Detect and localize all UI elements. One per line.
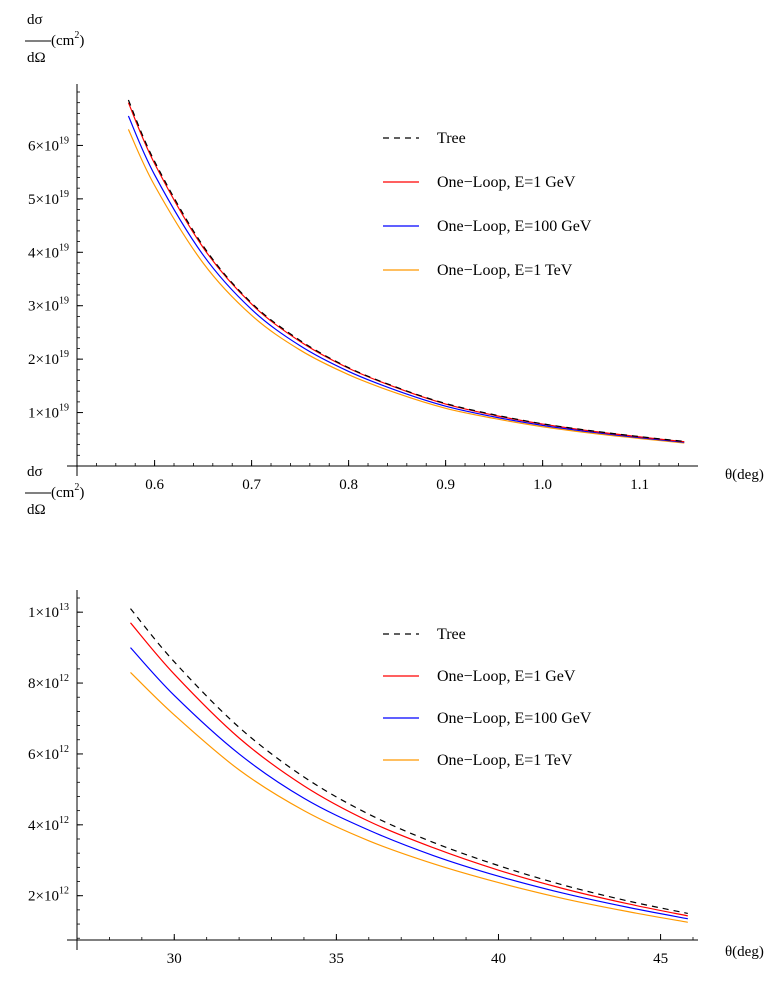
x-tick-label: 30 bbox=[167, 951, 182, 967]
y-label-denominator: dΩ bbox=[27, 50, 46, 66]
top-chart: 0.6 0.7 0.8 0.9 1.0 1.11×10192×10193×10194×10… bbox=[25, 12, 764, 493]
y-tick-exponent: 12 bbox=[59, 673, 69, 684]
y-label-unit-base: (cm bbox=[51, 485, 75, 501]
y-tick-exponent: 19 bbox=[59, 403, 69, 414]
legend-label: Tree bbox=[437, 130, 466, 147]
x-tick-label: 35 bbox=[329, 951, 344, 967]
y-tick-times: ×10 bbox=[36, 192, 59, 208]
x-tick-label: 0.6 bbox=[145, 477, 164, 493]
y-tick-label: 1×1013 bbox=[28, 602, 69, 621]
y-tick-mantissa: 2 bbox=[28, 889, 36, 905]
series-line bbox=[130, 647, 688, 920]
y-tick-label: 6×1019 bbox=[28, 135, 69, 154]
y-tick-exponent: 19 bbox=[59, 296, 69, 307]
y-tick-mantissa: 6 bbox=[28, 747, 36, 763]
y-tick-mantissa: 6 bbox=[28, 138, 36, 154]
y-tick-label: 6×1012 bbox=[28, 744, 69, 763]
y-tick-mantissa: 3 bbox=[28, 299, 36, 315]
y-label-unit-close: ) bbox=[79, 485, 84, 501]
y-tick-mantissa: 8 bbox=[28, 676, 36, 692]
x-tick-label: 1.1 bbox=[630, 477, 649, 493]
y-label-unit: (cm2) bbox=[51, 482, 84, 501]
y-tick-exponent: 13 bbox=[59, 602, 69, 613]
y-label-unit-exp: 2 bbox=[74, 30, 79, 41]
x-tick-label: 1.0 bbox=[533, 477, 552, 493]
y-tick-mantissa: 1 bbox=[28, 406, 36, 422]
y-tick-times: ×10 bbox=[36, 299, 59, 315]
y-label-numerator: dσ bbox=[27, 12, 43, 28]
y-tick-times: ×10 bbox=[36, 818, 59, 834]
legend-label: One−Loop, E=100 GeV bbox=[437, 710, 592, 727]
y-label-unit-exp: 2 bbox=[74, 482, 79, 493]
y-tick-times: ×10 bbox=[36, 245, 59, 261]
y-tick-exponent: 12 bbox=[59, 886, 69, 897]
y-label-unit-close: ) bbox=[79, 33, 84, 49]
y-tick-exponent: 19 bbox=[59, 189, 69, 200]
y-tick-times: ×10 bbox=[36, 747, 59, 763]
y-tick-mantissa: 4 bbox=[28, 818, 36, 834]
x-axis-label: θ(deg) bbox=[725, 944, 764, 960]
series-line bbox=[130, 608, 688, 915]
y-label-unit-base: (cm bbox=[51, 33, 75, 49]
y-tick-exponent: 12 bbox=[59, 815, 69, 826]
y-tick-label: 8×1012 bbox=[28, 673, 69, 692]
legend-label: One−Loop, E=1 TeV bbox=[437, 752, 573, 769]
y-tick-mantissa: 1 bbox=[28, 605, 36, 621]
y-tick-times: ×10 bbox=[36, 138, 59, 154]
x-axis-label: θ(deg) bbox=[725, 467, 764, 483]
y-label-unit: (cm2) bbox=[51, 30, 84, 49]
legend-label: One−Loop, E=1 GeV bbox=[437, 668, 576, 685]
x-tick-label: 0.9 bbox=[436, 477, 455, 493]
y-tick-mantissa: 2 bbox=[28, 352, 36, 368]
y-label-denominator: dΩ bbox=[27, 502, 46, 518]
y-label-numerator: dσ bbox=[27, 464, 43, 480]
y-tick-times: ×10 bbox=[36, 605, 59, 621]
legend-label: One−Loop, E=1 TeV bbox=[437, 262, 573, 279]
y-tick-label: 3×1019 bbox=[28, 296, 69, 315]
series-line bbox=[130, 622, 688, 917]
y-tick-times: ×10 bbox=[36, 406, 59, 422]
y-tick-exponent: 19 bbox=[59, 135, 69, 146]
bottom-chart: 30 35 40 452×10124×10126×10128×10121×1013dσ… bbox=[25, 464, 764, 967]
y-tick-label: 4×1019 bbox=[28, 242, 69, 261]
y-tick-label: 2×1019 bbox=[28, 349, 69, 368]
y-tick-times: ×10 bbox=[36, 352, 59, 368]
series-line bbox=[130, 671, 688, 923]
series-line bbox=[127, 129, 685, 444]
y-tick-label: 2×1012 bbox=[28, 886, 69, 905]
series-line bbox=[127, 99, 685, 443]
x-tick-label: 40 bbox=[491, 951, 506, 967]
y-tick-label: 5×1019 bbox=[28, 189, 69, 208]
y-tick-times: ×10 bbox=[36, 889, 59, 905]
x-tick-label: 45 bbox=[653, 951, 668, 967]
y-tick-times: ×10 bbox=[36, 676, 59, 692]
x-tick-label: 0.7 bbox=[242, 477, 261, 493]
legend-label: One−Loop, E=100 GeV bbox=[437, 218, 592, 235]
legend-label: One−Loop, E=1 GeV bbox=[437, 174, 576, 191]
y-tick-label: 4×1012 bbox=[28, 815, 69, 834]
y-tick-exponent: 19 bbox=[59, 242, 69, 253]
legend-label: Tree bbox=[437, 626, 466, 643]
y-tick-exponent: 19 bbox=[59, 349, 69, 360]
y-tick-label: 1×1019 bbox=[28, 403, 69, 422]
series-line bbox=[127, 115, 685, 443]
y-tick-exponent: 12 bbox=[59, 744, 69, 755]
y-tick-mantissa: 5 bbox=[28, 192, 36, 208]
y-tick-mantissa: 4 bbox=[28, 245, 36, 261]
x-tick-label: 0.8 bbox=[339, 477, 358, 493]
